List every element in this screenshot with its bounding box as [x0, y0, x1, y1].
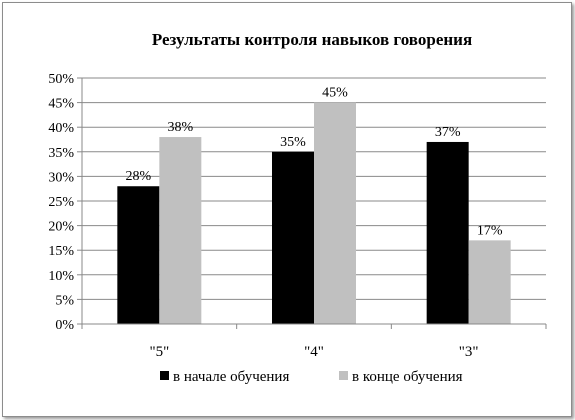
legend-label: в конце обучения — [352, 369, 463, 385]
y-tick-label: 5% — [55, 293, 74, 308]
y-tick-label: 50% — [48, 72, 74, 87]
bar-end-2 — [468, 240, 511, 324]
data-label: 37% — [435, 125, 461, 140]
x-category-label: "3" — [459, 344, 479, 360]
legend-swatch — [339, 371, 348, 380]
legend: в начале обучения в конце обучения — [160, 369, 463, 385]
y-tick-label: 15% — [48, 244, 74, 259]
y-tick-label: 25% — [48, 195, 74, 210]
bar-end-1 — [314, 102, 356, 324]
y-tick-label: 20% — [48, 220, 74, 235]
legend-label: в начале обучения — [173, 369, 289, 385]
data-label: 38% — [167, 120, 193, 135]
data-label: 28% — [125, 169, 151, 184]
legend-swatch — [160, 371, 169, 380]
bars — [117, 102, 511, 324]
bar-start-2 — [426, 141, 469, 324]
y-axis: 0% 5% 10% 15% 20% 25% 30% 35% 40% 45% 50% — [48, 72, 83, 333]
y-tick-label: 0% — [55, 318, 74, 333]
chart-title: Результаты контроля навыков говорения — [152, 30, 472, 49]
y-tick-label: 10% — [48, 269, 74, 284]
data-label: 17% — [477, 223, 503, 238]
x-category-label: "4" — [304, 344, 324, 360]
x-category-label: "5" — [149, 344, 169, 360]
data-label: 45% — [322, 86, 348, 101]
bar-start-0 — [117, 186, 160, 324]
y-tick-label: 40% — [48, 121, 74, 136]
y-tick-label: 45% — [48, 97, 74, 112]
y-tick-label: 35% — [48, 146, 74, 161]
data-label: 35% — [280, 135, 306, 150]
y-tick-label: 30% — [48, 170, 74, 185]
bar-start-1 — [272, 151, 314, 324]
x-axis: "5" "4" "3" — [81, 323, 547, 360]
bar-labels: 28% 38% 35% 45% 37% 17% — [125, 86, 502, 239]
bar-end-0 — [159, 137, 202, 324]
